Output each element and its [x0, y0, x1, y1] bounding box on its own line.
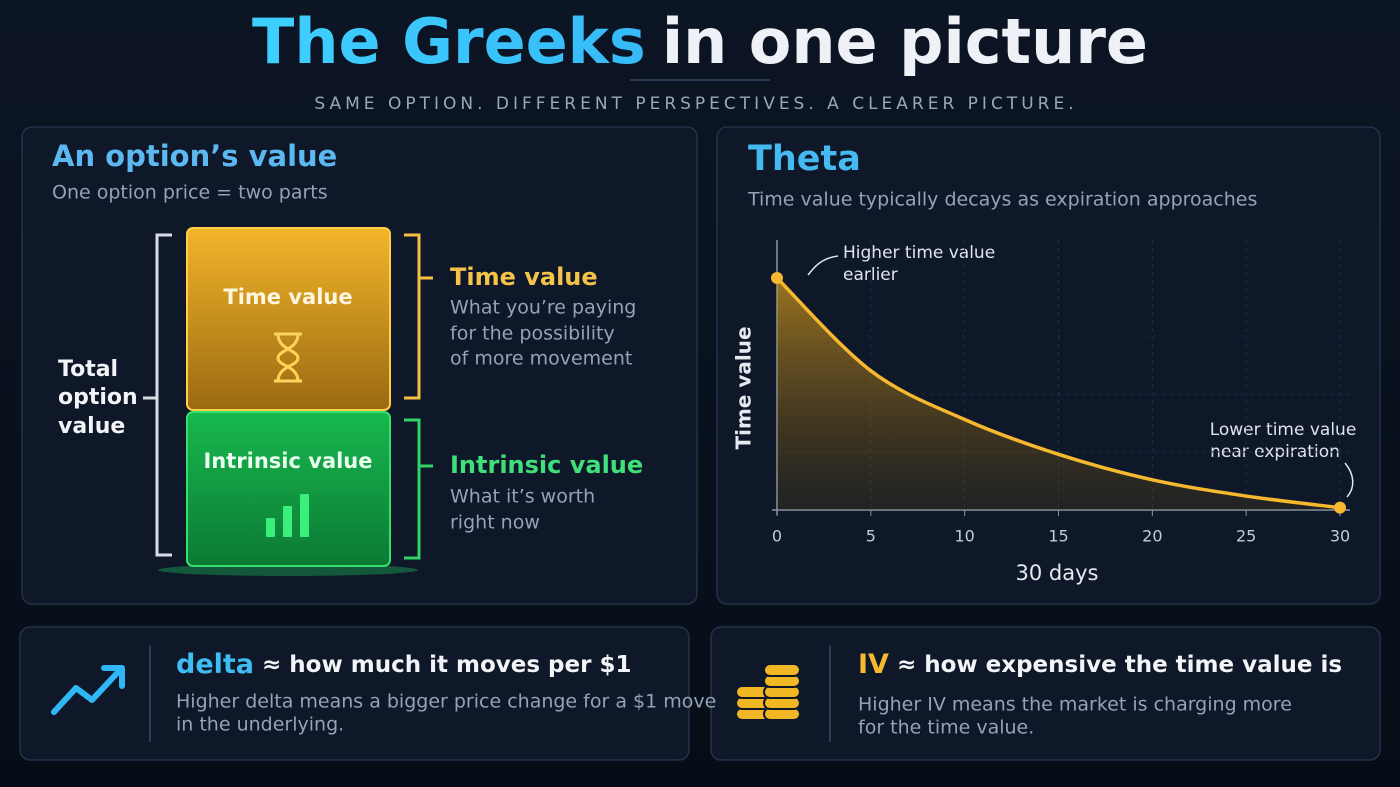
x-tick-label: 20	[1142, 527, 1162, 546]
delta-description: in the underlying.	[176, 714, 344, 736]
delta-panel	[19, 626, 690, 761]
annotation-arrow	[1344, 462, 1354, 498]
theta-plot: 0 5 10 15 20 25 30	[771, 240, 1350, 546]
panel-subtitle: One option price = two parts	[52, 182, 328, 204]
time-description: of more movement	[450, 348, 632, 370]
end-point	[771, 272, 783, 284]
intrinsic-value-box	[186, 411, 391, 567]
x-tick-label: 0	[772, 527, 782, 546]
total-label: Total	[58, 357, 118, 382]
annotation: Higher time value	[843, 243, 995, 263]
intrinsic-heading: Intrinsic value	[450, 451, 643, 479]
time-value-box	[186, 227, 391, 411]
x-tick-label: 10	[954, 527, 974, 546]
annotation: Lower time value	[1210, 420, 1357, 440]
bars-icon	[266, 494, 309, 537]
iv-headline: IV ≈ how expensive the time value is	[858, 649, 1342, 680]
delta-headline: delta ≈ how much it moves per $1	[176, 649, 631, 680]
x-axis-label: 30 days	[1016, 561, 1099, 585]
box-label: Time value	[223, 285, 352, 309]
intrinsic-description: right now	[450, 512, 540, 534]
total-label: option	[58, 385, 138, 410]
theta-subtitle: Time value typically decays as expiratio…	[747, 189, 1257, 211]
time-description: What you’re paying	[450, 297, 636, 319]
area-fill	[777, 278, 1340, 510]
headline: ≈ how expensive the time value is	[897, 652, 1342, 678]
main-title: The Greeks in one picture	[252, 5, 1148, 78]
total-label: value	[58, 414, 125, 439]
total-bracket	[155, 233, 172, 557]
decay-curve	[775, 276, 1341, 510]
title-rest: in one picture	[662, 5, 1148, 78]
subtitle: SAME OPTION. DIFFERENT PERSPECTIVES. A C…	[314, 94, 1077, 114]
term: IV	[858, 649, 889, 680]
x-tick-label: 5	[866, 527, 876, 546]
x-tick-label: 25	[1236, 527, 1256, 546]
theta-title: Theta	[748, 139, 861, 179]
hourglass-icon	[274, 332, 302, 383]
intrinsic-bracket	[404, 418, 421, 560]
time-heading: Time value	[450, 263, 598, 291]
coins-icon	[735, 663, 801, 721]
trend-icon	[51, 665, 125, 715]
iv-description: Higher IV means the market is charging m…	[858, 694, 1292, 716]
time-bracket	[404, 233, 421, 400]
box-label: Intrinsic value	[203, 449, 372, 473]
panel-title: An option’s value	[52, 139, 337, 173]
term: delta	[176, 649, 254, 680]
end-point	[1334, 501, 1346, 514]
headline: ≈ how much it moves per $1	[262, 652, 631, 678]
title-highlight: The Greeks	[252, 5, 646, 78]
x-tick-label: 15	[1048, 527, 1068, 546]
y-axis-label: Time value	[732, 326, 756, 449]
time-description: for the possibility	[450, 323, 615, 345]
iv-panel	[710, 626, 1381, 761]
intrinsic-description: What it’s worth	[450, 486, 595, 508]
iv-description: for the time value.	[858, 717, 1034, 739]
delta-description: Higher delta means a bigger price change…	[176, 691, 716, 713]
annotation-arrow	[807, 255, 839, 276]
x-tick-label: 30	[1330, 527, 1350, 546]
